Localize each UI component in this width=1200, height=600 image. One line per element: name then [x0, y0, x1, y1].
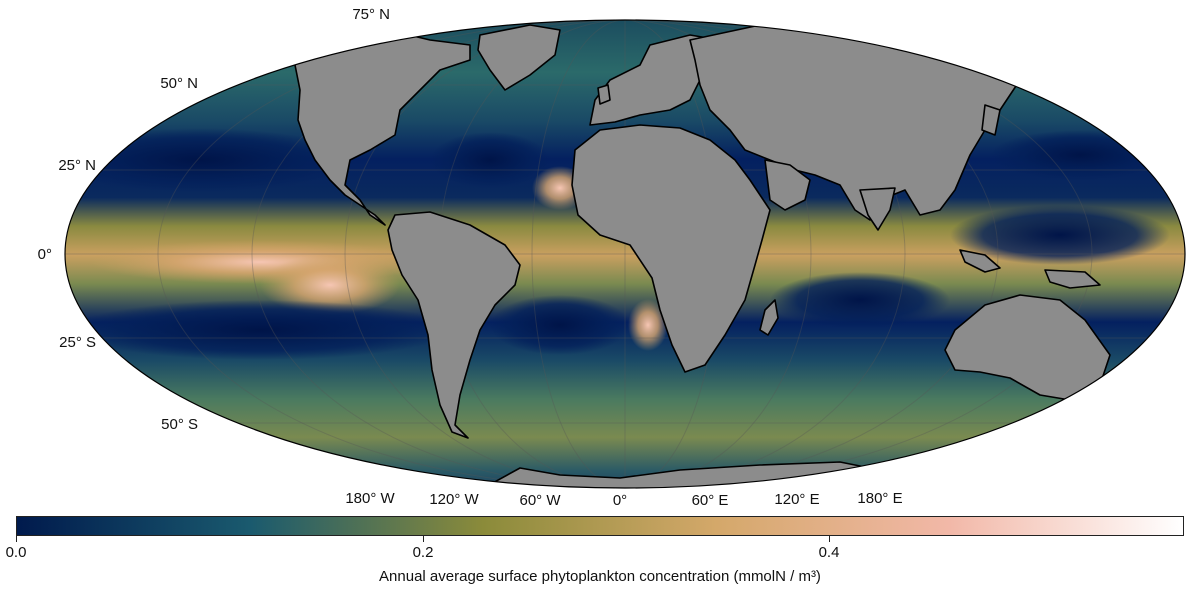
lat-label-25n: 25° N [58, 157, 96, 174]
continents [289, 21, 1111, 488]
indonesia-shape [959, 249, 1001, 273]
lon-label-120w: 120° W [429, 491, 479, 508]
colorbar-tick-1 [423, 536, 424, 542]
colorbar-title: Annual average surface phytoplankton con… [379, 568, 821, 585]
lat-label-75n: 75° N [352, 6, 390, 23]
world-map [64, 19, 1186, 489]
south-america-shape [387, 211, 521, 439]
lon-label-60e: 60° E [691, 492, 729, 509]
map-outline [64, 19, 1186, 489]
lon-label-0: 0° [612, 492, 628, 509]
arabia-shape [764, 159, 811, 211]
lat-label-50n: 50° N [160, 75, 198, 92]
africa-shape [571, 124, 771, 373]
lat-label-25s: 25° S [59, 334, 96, 351]
lon-label-120e: 120° E [774, 491, 820, 508]
lon-label-180e: 180° E [857, 490, 903, 507]
colorbar-label-2: 0.4 [818, 544, 840, 561]
colorbar-tick-0 [16, 536, 17, 542]
north-america-shape [289, 27, 471, 226]
india-shape [859, 187, 896, 231]
lon-label-180w: 180° W [345, 490, 395, 507]
uk-shape [597, 84, 611, 105]
new-guinea-shape [1044, 269, 1101, 289]
colorbar [16, 516, 1184, 536]
lat-label-50s: 50° S [161, 416, 198, 433]
colorbar-label-1: 0.2 [412, 544, 434, 561]
japan-shape [981, 104, 1001, 136]
greenland-shape [477, 24, 561, 91]
lon-label-60w: 60° W [519, 492, 561, 509]
colorbar-tick-2 [829, 536, 830, 542]
colorbar-label-0: 0.0 [5, 544, 27, 561]
madagascar-shape [759, 299, 779, 336]
lat-label-0: 0° [37, 246, 52, 263]
